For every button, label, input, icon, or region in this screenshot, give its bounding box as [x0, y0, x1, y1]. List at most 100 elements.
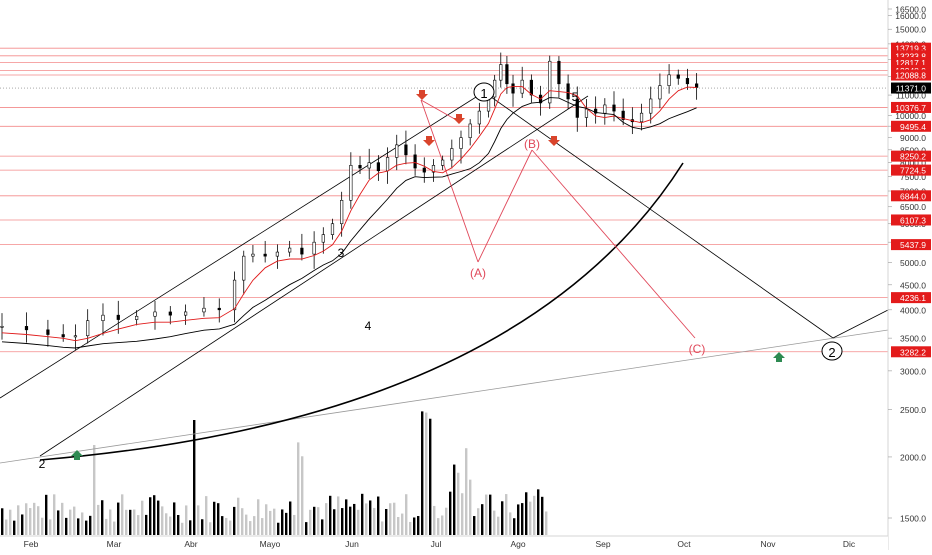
volume-bar — [525, 492, 528, 535]
volume-bar — [481, 504, 484, 535]
level-price-tag-label: 12817.1 — [895, 58, 926, 68]
long-support — [0, 329, 889, 464]
volume-bar — [77, 518, 80, 535]
candle-body — [667, 74, 671, 86]
candle-body — [61, 334, 65, 338]
volume-bar — [433, 505, 436, 535]
volume-bar — [541, 496, 544, 535]
candle-body — [422, 167, 426, 173]
candle-body — [153, 311, 157, 317]
volume-bar — [37, 506, 40, 535]
volume-bar — [505, 494, 508, 535]
volume-bar — [325, 503, 328, 535]
candle-body — [548, 60, 552, 104]
volume-bar — [493, 510, 496, 535]
candle-body — [251, 253, 255, 257]
volume-bar — [109, 509, 112, 535]
buy-arrow-icon — [71, 450, 83, 460]
level-price-tag — [891, 120, 931, 132]
price-tick-label: 16000.0 — [895, 11, 926, 21]
volume-bar — [97, 504, 100, 535]
moving-averages — [1, 86, 697, 349]
volume-bar — [1, 508, 4, 535]
price-tick-label: 5000.0 — [900, 258, 926, 268]
candle-body — [101, 314, 105, 321]
month-label: Feb — [24, 539, 39, 549]
volume-bar — [397, 516, 400, 535]
volume-bar — [185, 505, 188, 535]
candle-body — [685, 78, 690, 85]
buy-arrow-icon — [773, 352, 785, 362]
volume-bar — [401, 513, 404, 535]
volume-bar — [461, 493, 464, 535]
volume-bar — [473, 516, 476, 535]
level-price-tag-label: 12088.8 — [895, 71, 926, 81]
volume-bar — [141, 500, 144, 535]
level-price-tag — [891, 101, 931, 113]
volume-bar — [45, 494, 48, 535]
volume-bar — [165, 513, 168, 535]
wave-label-2-low: 2 — [39, 457, 46, 471]
level-price-tag-label: 3282.2 — [900, 347, 926, 357]
volume-bar — [469, 479, 472, 535]
month-label: Jul — [431, 539, 442, 549]
volume-bar — [181, 522, 184, 535]
volume-bar — [357, 509, 360, 535]
price-tick-label: 8000.0 — [900, 158, 926, 168]
volume-bar — [245, 514, 248, 535]
volume-bar — [125, 509, 128, 535]
level-price-tag — [891, 214, 931, 226]
wave-label-5: 5 — [572, 90, 579, 104]
candle-body — [300, 247, 304, 255]
volume-bar — [437, 518, 440, 535]
candle-body — [557, 60, 561, 85]
volume-bar — [277, 522, 280, 535]
candle-body — [459, 137, 463, 149]
volume-bar — [385, 508, 388, 535]
volume-bar — [249, 521, 252, 535]
level-price-tag — [891, 292, 931, 304]
wave-c-line — [531, 149, 696, 339]
candle-body — [441, 159, 445, 166]
candle-body — [340, 200, 344, 225]
volume-bar — [389, 503, 392, 535]
level-price-tag-label: 5437.9 — [900, 240, 926, 250]
volume-bar — [341, 508, 344, 535]
month-label: Mar — [107, 539, 122, 549]
candle-body — [584, 108, 589, 118]
price-tick-label: 16500.0 — [895, 5, 926, 15]
level-price-tag — [891, 150, 931, 162]
candle-body — [263, 253, 267, 257]
volume-bar — [453, 464, 456, 535]
volume-bar — [49, 519, 52, 535]
candle-body — [349, 165, 353, 201]
price-tick-label: 1500.0 — [900, 514, 926, 524]
volume-bar — [269, 510, 272, 535]
level-price-tag-label: 6107.3 — [900, 215, 926, 225]
candle-body — [288, 247, 292, 253]
wave-label-3: 3 — [338, 246, 345, 260]
candle-body — [695, 83, 699, 88]
volume-bar — [209, 522, 212, 535]
candle-body — [649, 98, 653, 114]
volume-bar — [65, 517, 68, 535]
volume-bar — [369, 500, 372, 535]
volume-bar — [445, 507, 448, 535]
candle-body — [529, 79, 533, 96]
candle-body — [330, 223, 335, 235]
volume-bar — [221, 516, 224, 535]
volume-bar — [17, 505, 20, 535]
price-tick-label: 8500.0 — [900, 145, 926, 155]
candle-body — [46, 329, 50, 335]
level-price-tag-label: 8250.2 — [900, 152, 926, 162]
volume-bar — [273, 508, 276, 535]
volume-bar — [329, 495, 332, 535]
wave-1-circle — [473, 82, 495, 102]
volume-bar — [409, 521, 412, 535]
volume-bar — [133, 509, 136, 535]
horizontal-levels — [0, 47, 888, 353]
candle-body — [575, 98, 579, 118]
wave-label-1: 1 — [480, 86, 487, 101]
